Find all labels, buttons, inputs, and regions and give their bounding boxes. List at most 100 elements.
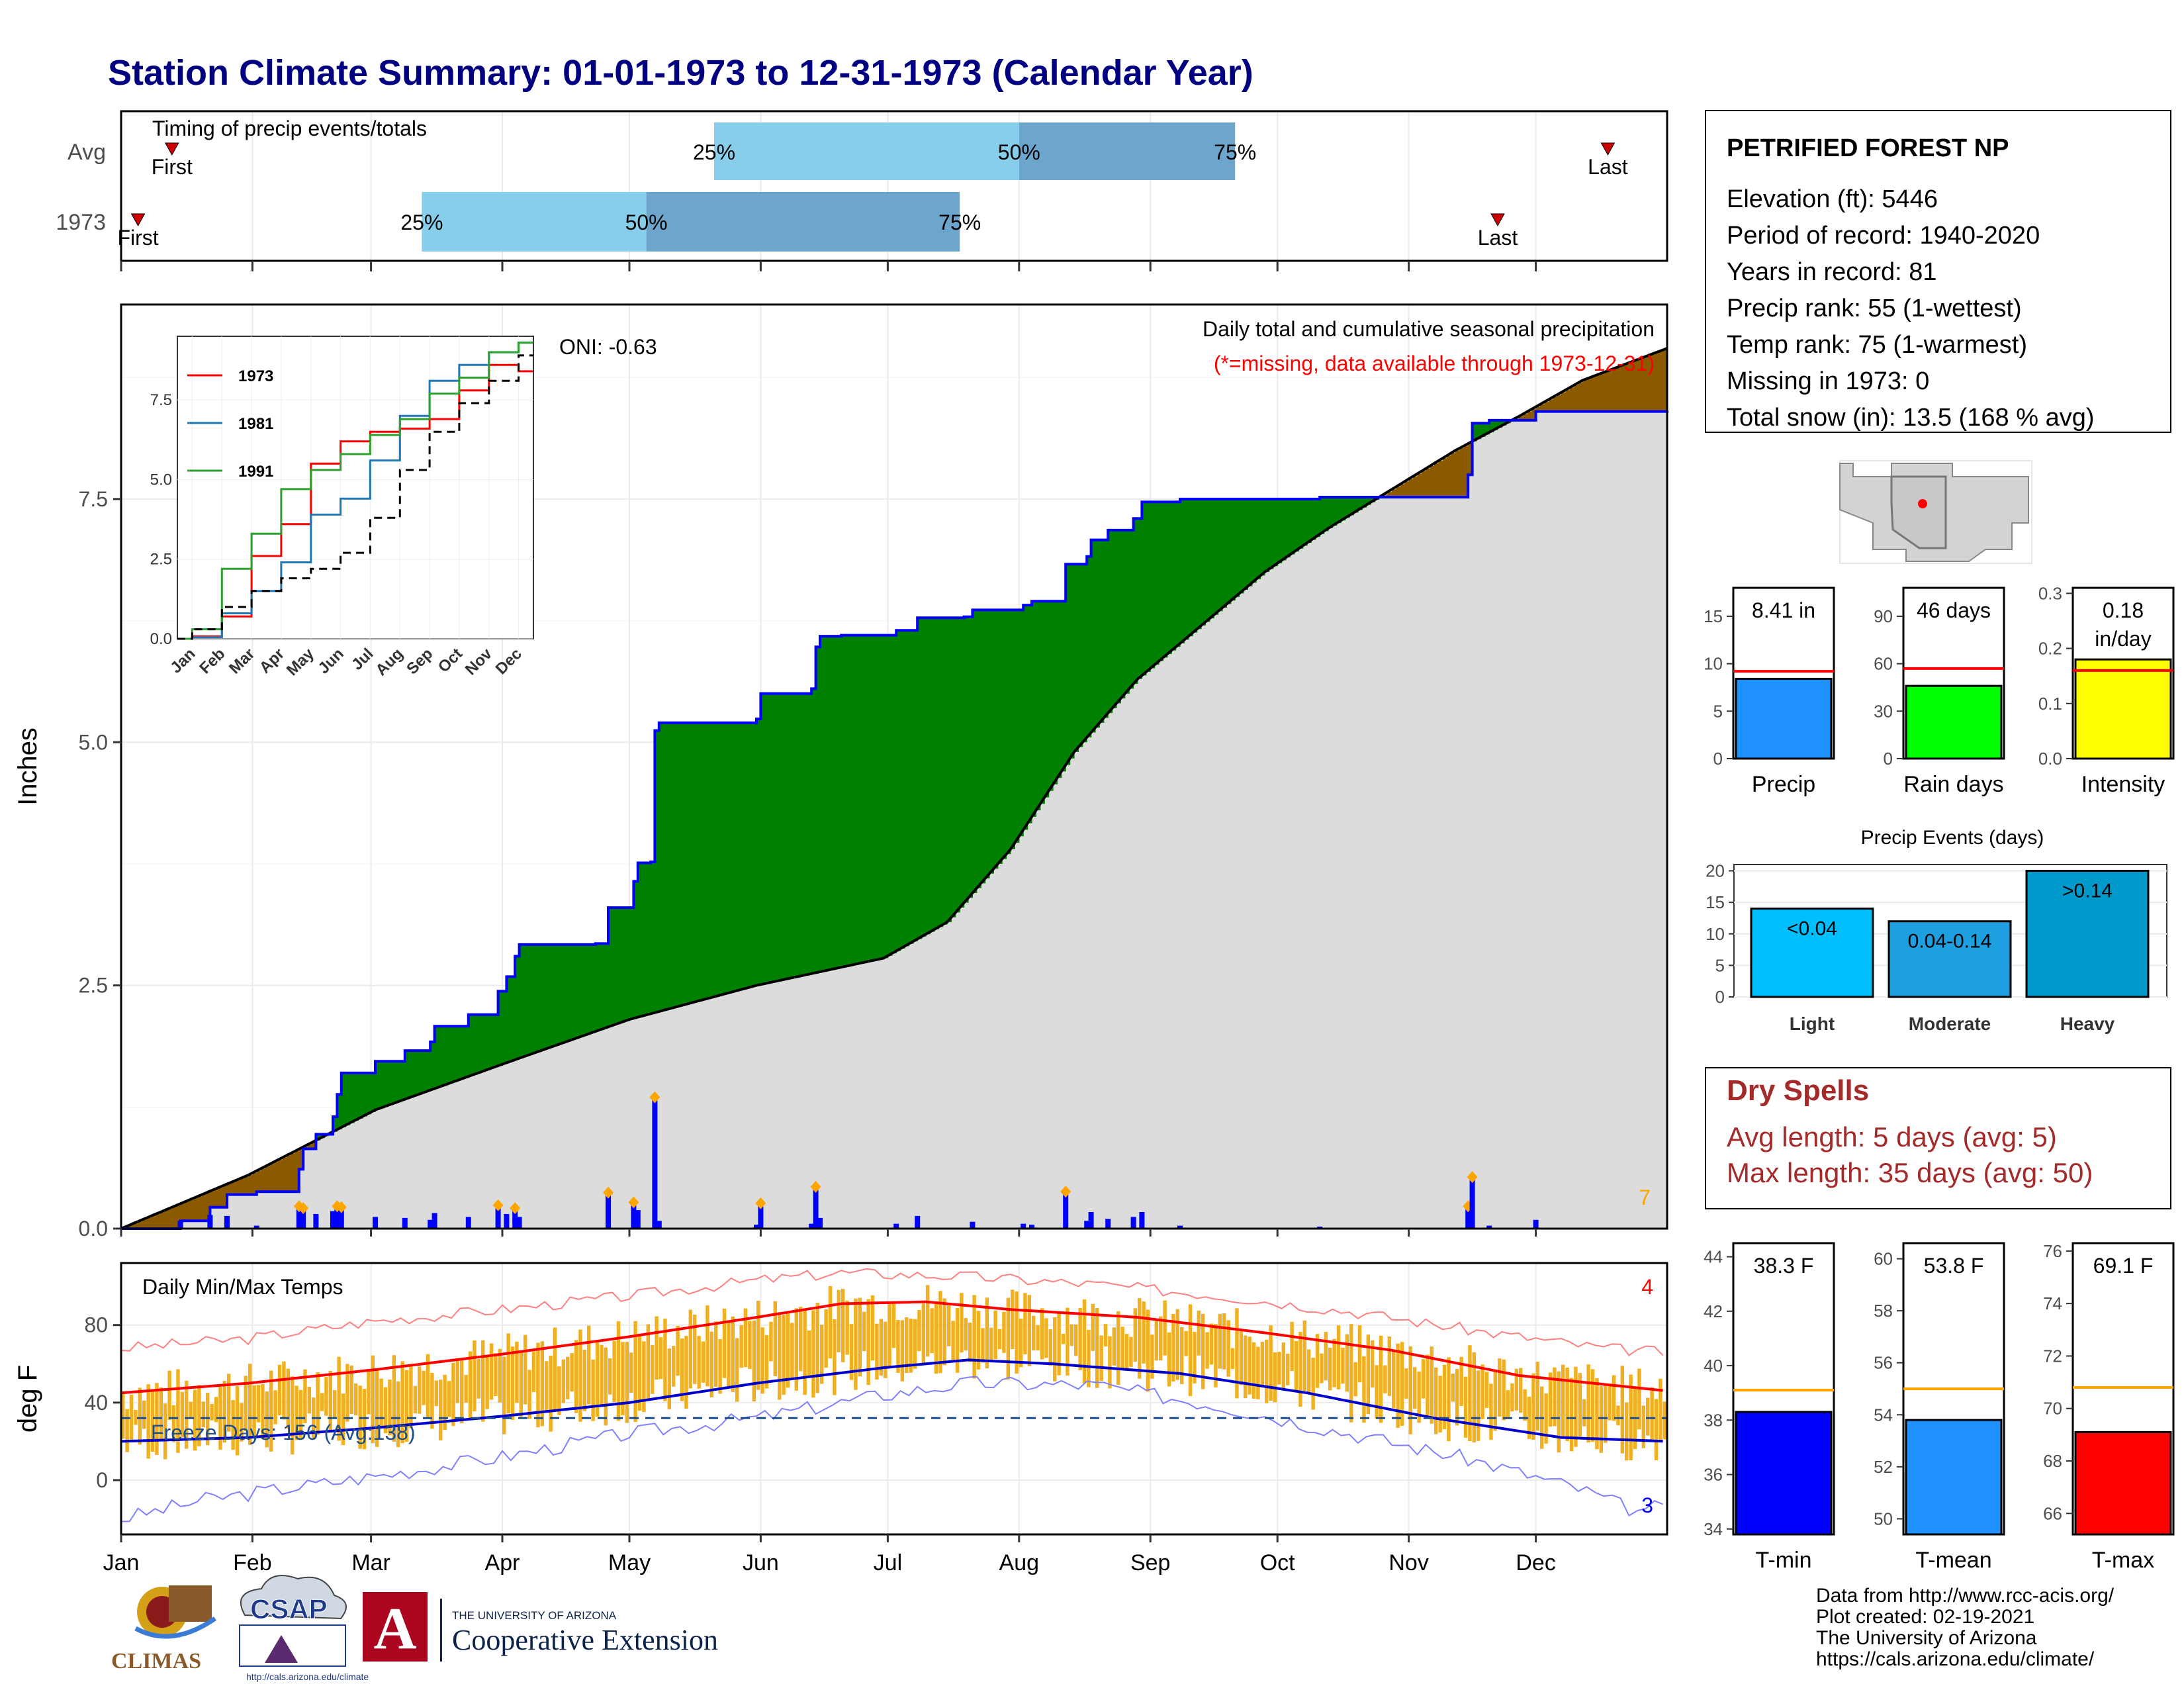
below-average-band xyxy=(1662,350,1668,412)
dry-spells-avg: Avg length: 5 days (avg: 5) xyxy=(1727,1121,2057,1152)
tmin-chart-tick: 42 xyxy=(1704,1301,1723,1321)
above-average-band xyxy=(985,610,990,878)
above-average-band xyxy=(557,944,563,1045)
daily-temp-bar xyxy=(718,1339,722,1394)
above-average-band xyxy=(1230,498,1236,601)
daily-temp-bar xyxy=(1625,1402,1629,1461)
above-average-band xyxy=(392,1061,397,1104)
above-average-band xyxy=(587,944,592,1035)
daily-temp-bar xyxy=(1120,1327,1124,1370)
tmin-chart-tick: 44 xyxy=(1704,1247,1723,1267)
timing-first-marker xyxy=(130,213,146,227)
above-average-band xyxy=(743,722,749,989)
daily-temp-bar xyxy=(1218,1313,1222,1369)
above-average-band xyxy=(1108,530,1113,714)
daily-temp-bar xyxy=(413,1385,418,1414)
daily-temp-bar xyxy=(1569,1378,1574,1452)
above-average-band xyxy=(616,908,621,1024)
below-average-band xyxy=(1659,351,1664,412)
below-average-band xyxy=(1641,357,1647,412)
daily-precip-bar xyxy=(428,1219,433,1229)
daily-precip-bar xyxy=(432,1213,437,1229)
daily-temp-bar xyxy=(820,1325,824,1384)
daily-temp-bar xyxy=(578,1329,582,1422)
above-average-band xyxy=(1307,498,1312,543)
above-average-band xyxy=(566,944,570,1042)
daily-temp-bar xyxy=(252,1385,256,1438)
csap-logo: CSAP http://cals.arizona.edu/climate xyxy=(239,1575,369,1682)
above-average-band xyxy=(1290,498,1295,555)
above-average-band xyxy=(976,610,981,888)
below-average-band xyxy=(291,1153,295,1192)
daily-temp-bar xyxy=(714,1321,718,1387)
intensity-chart-tick: 0.0 xyxy=(2038,749,2062,769)
daily-temp-bar xyxy=(976,1311,981,1370)
rain-days-chart-tick: 90 xyxy=(1874,606,1893,626)
below-average-band xyxy=(277,1160,283,1192)
daily-temp-bar xyxy=(430,1372,434,1429)
above-average-band xyxy=(1286,498,1291,558)
daily-temp-bar xyxy=(481,1340,485,1422)
above-average-band xyxy=(1256,498,1261,579)
intensity-chart-value-unit: in/day xyxy=(2095,627,2151,651)
daily-temp-bar xyxy=(121,1393,125,1439)
daily-temp-bar xyxy=(1408,1346,1413,1434)
daily-temp-bar xyxy=(841,1289,845,1362)
tmax-chart: 66 68 70 72 74 76 69.1 F T-max xyxy=(2043,1241,2175,1573)
daily-temp-bar xyxy=(769,1321,773,1362)
events-y-tick: 5 xyxy=(1715,955,1725,975)
below-average-band xyxy=(176,1205,181,1229)
timing-first-marker xyxy=(164,142,179,156)
daily-precip-bar xyxy=(970,1221,976,1229)
daily-temp-bar xyxy=(875,1323,879,1380)
below-average-band xyxy=(1392,489,1396,497)
above-average-band xyxy=(1103,539,1109,718)
daily-temp-bar xyxy=(582,1350,587,1411)
tmax-chart-bar xyxy=(2074,1430,2172,1536)
dry-spells-max: Max length: 35 days (avg: 50) xyxy=(1727,1157,2093,1188)
daily-temp-bar xyxy=(760,1327,764,1394)
csap-logo-text: CSAP xyxy=(250,1593,328,1624)
daily-temp-bar xyxy=(1277,1352,1281,1385)
daily-temp-bar xyxy=(1286,1354,1290,1385)
above-average-band xyxy=(1320,496,1325,534)
daily-precip-bar xyxy=(177,1221,183,1229)
rain-days-chart-tick: 0 xyxy=(1884,749,1893,769)
daily-temp-bar xyxy=(125,1409,129,1452)
above-average-band xyxy=(917,618,923,939)
daily-temp-bar xyxy=(1531,1373,1535,1440)
daily-temp-bar xyxy=(176,1369,180,1453)
events-x-label: Light xyxy=(1790,1013,1835,1034)
daily-temp-bar xyxy=(1578,1373,1582,1437)
daily-temp-bar xyxy=(1188,1304,1193,1396)
daily-temp-bar xyxy=(642,1341,646,1413)
oni-value: ONI: -0.63 xyxy=(559,335,657,359)
daily-temp-bar xyxy=(345,1364,349,1422)
daily-temp-bar xyxy=(1091,1303,1095,1351)
daily-temp-bar xyxy=(485,1356,489,1409)
daily-precip-bar xyxy=(1177,1225,1183,1229)
daily-temp-bar xyxy=(637,1334,642,1411)
inset-frame xyxy=(177,336,534,639)
daily-temp-bar xyxy=(1582,1399,1586,1427)
daily-precip-bar xyxy=(635,1210,641,1229)
below-average-band xyxy=(210,1191,215,1207)
above-average-band xyxy=(1171,502,1177,651)
month-label: Mar xyxy=(351,1550,390,1575)
daily-temp-bar xyxy=(426,1354,430,1417)
above-average-band xyxy=(960,618,965,908)
daily-temp-bar xyxy=(240,1403,244,1442)
above-average-band xyxy=(905,630,909,947)
daily-temp-bar xyxy=(227,1374,231,1432)
above-average-band xyxy=(676,722,681,1008)
daily-temp-bar xyxy=(1595,1378,1599,1450)
temp-panel-title: Daily Min/Max Temps xyxy=(142,1275,343,1299)
csap-url: http://cals.arizona.edu/climate xyxy=(246,1671,369,1682)
inset-line-1991 xyxy=(177,342,533,640)
events-y-tick: 10 xyxy=(1706,924,1725,944)
above-average-band xyxy=(1214,498,1219,615)
ua-line2: Cooperative Extension xyxy=(452,1624,718,1656)
below-average-band xyxy=(244,1176,249,1195)
daily-temp-bar xyxy=(540,1341,545,1427)
inset-y-tick: 5.0 xyxy=(150,471,172,489)
